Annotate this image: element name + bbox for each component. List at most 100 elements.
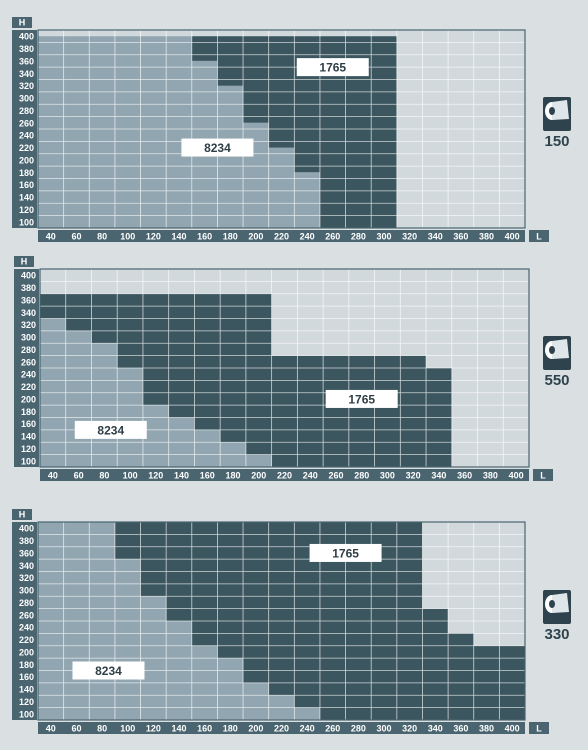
x-tick-label: 380: [479, 724, 494, 734]
x-tick-label: 180: [223, 724, 238, 734]
region-label-8234: 8234: [97, 423, 124, 437]
x-tick-label: 380: [483, 471, 498, 481]
region-label-1765: 1765: [348, 392, 375, 406]
icon-roll-core: [549, 346, 555, 354]
x-tick-label: 60: [74, 471, 84, 481]
x-tick-label: 240: [300, 724, 315, 734]
icon-roll-sheet: [552, 100, 569, 120]
y-tick-label: 120: [21, 444, 36, 454]
panel-number: 150: [544, 133, 569, 150]
y-tick-label: 240: [19, 131, 34, 141]
y-tick-label: 360: [19, 56, 34, 66]
y-axis-bar: [12, 522, 37, 720]
x-tick-label: 60: [71, 724, 81, 734]
y-tick-label: 320: [19, 573, 34, 583]
y-tick-label: 280: [21, 345, 36, 355]
y-tick-label: 100: [19, 217, 34, 227]
y-axis-badge-bg: [12, 17, 32, 28]
x-tick-label: 260: [325, 724, 340, 734]
x-axis-badge-bg: [529, 722, 549, 734]
x-tick-label: 260: [325, 232, 340, 242]
x-tick-label: 140: [171, 232, 186, 242]
paper-roll-icon: [543, 97, 571, 131]
x-tick-label: 400: [505, 724, 520, 734]
y-tick-label: 280: [19, 598, 34, 608]
y-tick-label: 200: [21, 394, 36, 404]
y-axis: 100 120 140 160 180 200 220 240 260 280 300 320 340 3…: [14, 256, 39, 467]
y-tick-label: 180: [19, 168, 34, 178]
x-tick-label: 380: [479, 232, 494, 242]
region-label-bg: [181, 138, 254, 157]
y-tick-label: 160: [21, 419, 36, 429]
x-axis-label: L: [540, 471, 546, 481]
x-tick-label: 160: [197, 232, 212, 242]
y-axis: 100 120 140 160 180 200 220 240 260 280 300 320 340 3…: [12, 509, 37, 720]
y-tick-label: 200: [19, 155, 34, 165]
y-tick-label: 120: [19, 205, 34, 215]
y-tick-label: 400: [21, 271, 36, 281]
y-axis-label: H: [21, 257, 28, 267]
x-tick-label: 320: [402, 724, 417, 734]
icon-roll-sheet: [552, 339, 569, 359]
y-tick-label: 160: [19, 672, 34, 682]
x-tick-label: 360: [453, 232, 468, 242]
y-tick-label: 180: [19, 660, 34, 670]
x-tick-label: 340: [428, 232, 443, 242]
y-tick-label: 140: [19, 193, 34, 203]
y-axis-label: H: [19, 18, 26, 28]
y-tick-label: 260: [21, 357, 36, 367]
y-tick-label: 300: [19, 94, 34, 104]
x-tick-label: 180: [223, 232, 238, 242]
y-tick-label: 240: [21, 370, 36, 380]
y-tick-label: 400: [19, 32, 34, 42]
x-axis-badge-bg: [533, 469, 553, 481]
x-tick-label: 400: [509, 471, 524, 481]
y-axis-bar: [12, 30, 37, 228]
y-tick-label: 300: [19, 586, 34, 596]
y-axis-badge-bg: [12, 509, 32, 520]
x-tick-label: 100: [120, 232, 135, 242]
y-tick-label: 200: [19, 647, 34, 657]
y-tick-label: 340: [19, 561, 34, 571]
x-tick-label: 300: [380, 471, 395, 481]
y-tick-label: 360: [19, 548, 34, 558]
y-tick-label: 120: [19, 697, 34, 707]
region-label-bg: [74, 420, 147, 439]
y-tick-label: 400: [19, 524, 34, 534]
x-axis-bar: [38, 230, 525, 242]
plot-frame: [37, 29, 526, 229]
x-axis-label: L: [536, 232, 542, 242]
y-tick-label: 220: [19, 143, 34, 153]
x-axis-bar: [40, 469, 529, 481]
x-axis-label: L: [536, 724, 542, 734]
x-axis: 40 60 80 100 120 140 160 180 200 220 240 260 280 300 3…: [38, 230, 549, 242]
x-tick-label: 120: [148, 471, 163, 481]
x-tick-label: 260: [328, 471, 343, 481]
x-tick-label: 180: [226, 471, 241, 481]
x-tick-label: 80: [99, 471, 109, 481]
x-tick-label: 140: [171, 724, 186, 734]
chart-panel-550: 100 120 140 160 180 200 220 240 260 280 300 320 340 3…: [14, 256, 571, 481]
region-label-bg: [325, 389, 398, 408]
region-label-8234: 8234: [95, 664, 122, 678]
y-tick-label: 380: [19, 536, 34, 546]
y-axis-label: H: [19, 510, 26, 520]
x-tick-label: 340: [428, 724, 443, 734]
y-tick-label: 100: [21, 456, 36, 466]
x-tick-label: 100: [120, 724, 135, 734]
x-tick-label: 40: [48, 471, 58, 481]
region-label-bg: [296, 58, 369, 77]
y-tick-label: 260: [19, 118, 34, 128]
y-tick-label: 140: [19, 685, 34, 695]
region-label-1765: 1765: [319, 61, 346, 75]
x-tick-label: 200: [248, 724, 263, 734]
chart-panel-330: 100 120 140 160 180 200 220 240 260 280 300 320 340 3…: [12, 509, 571, 734]
x-axis-bar: [38, 722, 525, 734]
region-label-1765: 1765: [332, 546, 359, 560]
x-tick-label: 240: [300, 232, 315, 242]
x-tick-label: 220: [277, 471, 292, 481]
y-tick-label: 320: [21, 320, 36, 330]
panel-number: 330: [544, 626, 569, 643]
y-tick-label: 380: [21, 283, 36, 293]
